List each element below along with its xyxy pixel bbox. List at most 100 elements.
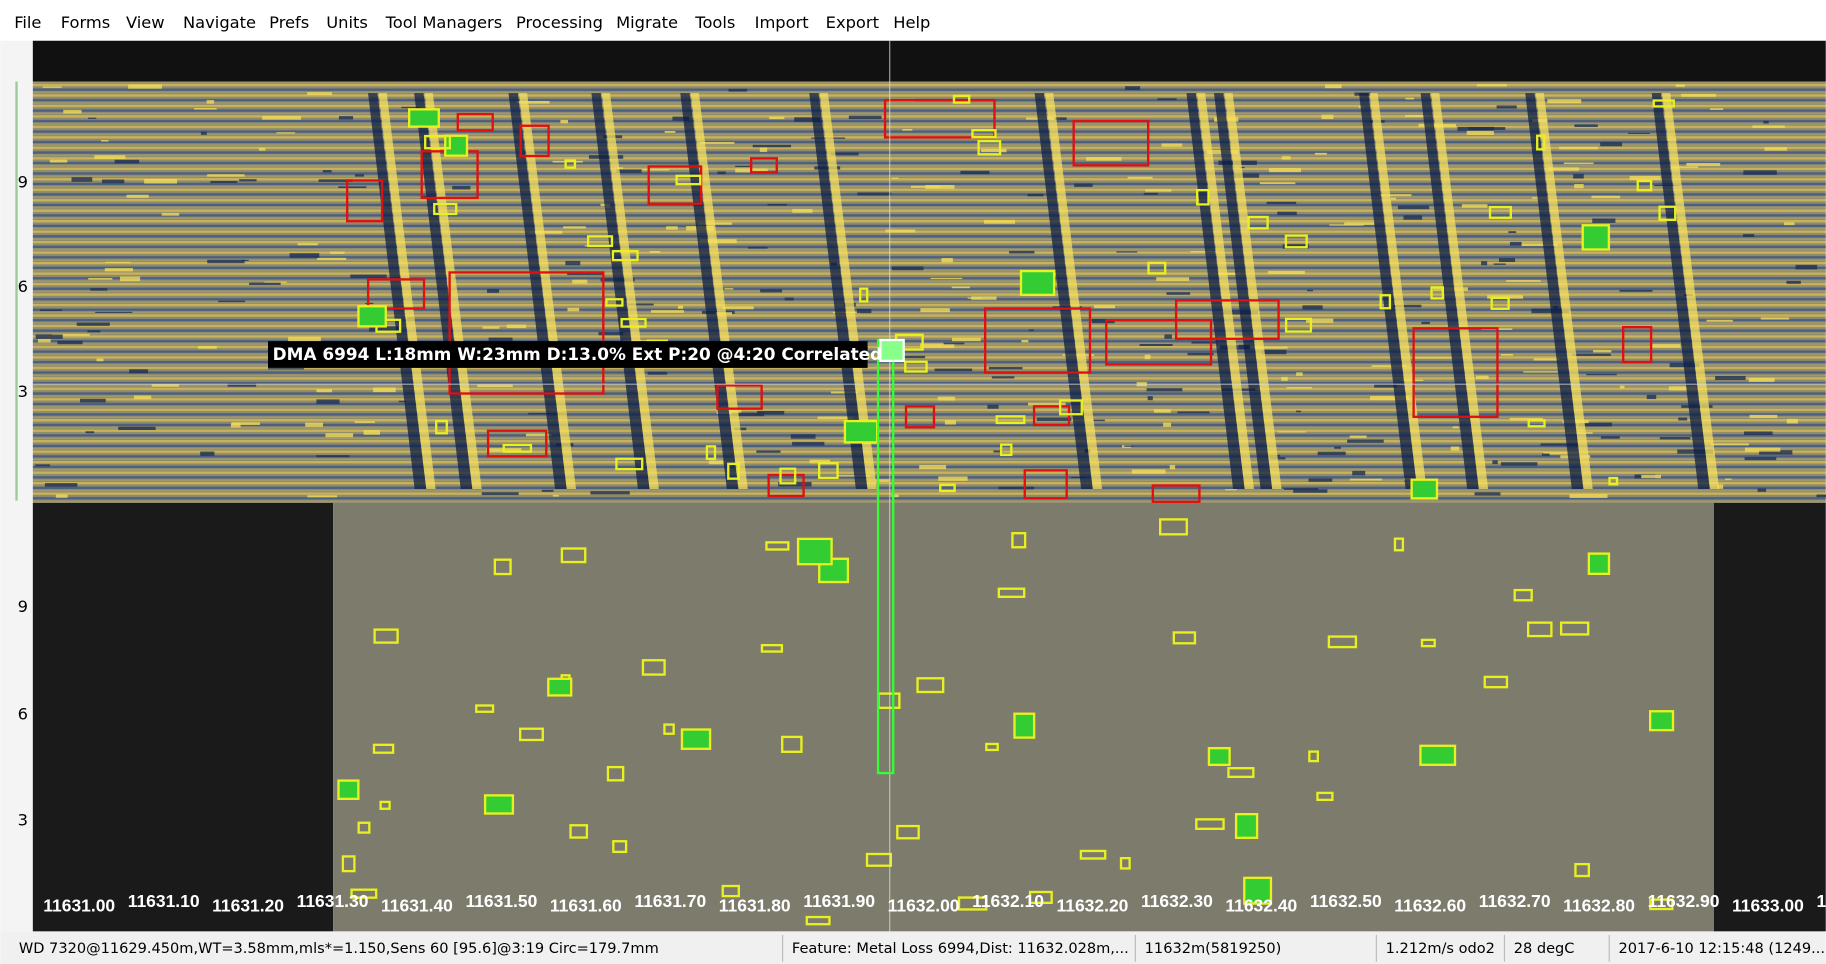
tooltip-text: DMA 6994 L:18mm W:23mm D:13.0% Ext P:20 … — [273, 344, 883, 364]
x-label: 11631.90 — [803, 891, 875, 911]
menu-item[interactable]: Help — [893, 13, 930, 32]
texture — [290, 253, 320, 258]
texture — [1145, 355, 1151, 359]
texture — [1325, 84, 1342, 88]
menu-item[interactable]: Units — [326, 13, 368, 32]
feature-box[interactable] — [548, 679, 571, 696]
texture — [365, 303, 373, 304]
texture — [792, 442, 824, 446]
texture — [1501, 462, 1537, 466]
texture — [80, 399, 106, 403]
texture — [665, 131, 676, 133]
texture — [526, 434, 551, 437]
menu-item[interactable]: Export — [826, 13, 879, 32]
feature-box[interactable] — [1021, 271, 1054, 295]
texture — [276, 132, 295, 133]
feature-box[interactable] — [1412, 480, 1437, 499]
texture — [651, 310, 684, 313]
texture — [1094, 305, 1115, 308]
texture — [642, 169, 669, 170]
texture — [96, 358, 103, 361]
x-label: 11632.90 — [1648, 891, 1720, 911]
texture — [249, 283, 281, 285]
texture — [857, 192, 891, 195]
texture — [616, 169, 641, 172]
texture — [1542, 454, 1550, 456]
feature-box[interactable] — [1583, 225, 1609, 249]
texture — [1163, 423, 1171, 427]
feature-box[interactable] — [1650, 711, 1673, 730]
texture — [1749, 378, 1775, 382]
texture — [945, 420, 956, 424]
texture — [43, 86, 62, 87]
texture — [90, 288, 107, 291]
feature-box[interactable] — [338, 781, 358, 799]
feature-box[interactable] — [358, 306, 385, 326]
texture — [1660, 437, 1690, 439]
feature-box[interactable] — [798, 539, 832, 564]
x-label: 11632.60 — [1394, 896, 1466, 916]
texture — [1451, 447, 1460, 451]
texture — [1352, 471, 1365, 476]
menu-item[interactable]: Import — [755, 13, 809, 32]
texture — [1600, 142, 1622, 146]
feature-box[interactable] — [409, 109, 439, 126]
texture — [317, 258, 346, 260]
texture — [200, 452, 214, 456]
texture — [1592, 218, 1615, 222]
menu-item[interactable]: Processing — [516, 13, 603, 32]
texture — [1281, 377, 1287, 381]
menu-item[interactable]: File — [14, 13, 41, 32]
texture — [1467, 131, 1494, 135]
feature-box[interactable] — [1014, 714, 1034, 738]
menu-item[interactable]: View — [126, 13, 165, 32]
texture — [207, 260, 244, 263]
texture — [1761, 317, 1789, 319]
menu-item[interactable]: Tool Managers — [385, 13, 503, 32]
texture — [1145, 189, 1171, 191]
feature-box[interactable] — [485, 795, 513, 813]
texture — [207, 100, 214, 104]
texture — [935, 369, 972, 372]
texture — [316, 389, 332, 392]
selected-feature[interactable] — [880, 340, 903, 361]
feature-box[interactable] — [445, 136, 467, 156]
status-field: 1.212m/s odo2 — [1386, 940, 1495, 957]
texture — [1329, 224, 1364, 225]
menu-item[interactable]: Migrate — [616, 13, 678, 32]
texture — [723, 306, 754, 309]
texture — [1628, 133, 1650, 134]
texture — [115, 160, 139, 164]
texture — [72, 177, 93, 182]
texture — [101, 140, 108, 142]
feature-box[interactable] — [1236, 814, 1257, 838]
bottom-left-blank — [33, 503, 333, 931]
texture — [1296, 411, 1301, 413]
texture — [288, 337, 321, 342]
texture — [930, 278, 962, 279]
texture — [1162, 143, 1183, 146]
texture — [952, 287, 970, 289]
feature-box[interactable] — [845, 421, 877, 442]
texture — [1469, 127, 1506, 130]
texture — [700, 142, 734, 144]
texture — [1492, 460, 1497, 464]
texture — [1125, 86, 1140, 90]
texture — [1534, 358, 1560, 360]
texture — [1147, 388, 1183, 391]
texture — [960, 171, 989, 174]
feature-box[interactable] — [1420, 746, 1455, 765]
menu-item[interactable]: Forms — [61, 13, 111, 32]
menu-item[interactable]: Tools — [694, 13, 735, 32]
texture — [218, 301, 245, 303]
feature-box[interactable] — [682, 730, 710, 749]
texture — [36, 334, 63, 338]
status-field: 11632m(5819250) — [1145, 940, 1282, 957]
texture — [307, 495, 337, 497]
texture — [144, 179, 177, 184]
feature-box[interactable] — [1209, 748, 1230, 765]
texture — [57, 341, 82, 344]
feature-box[interactable] — [1589, 554, 1609, 574]
menu-item[interactable]: Prefs — [269, 13, 309, 32]
menu-item[interactable]: Navigate — [183, 13, 256, 32]
